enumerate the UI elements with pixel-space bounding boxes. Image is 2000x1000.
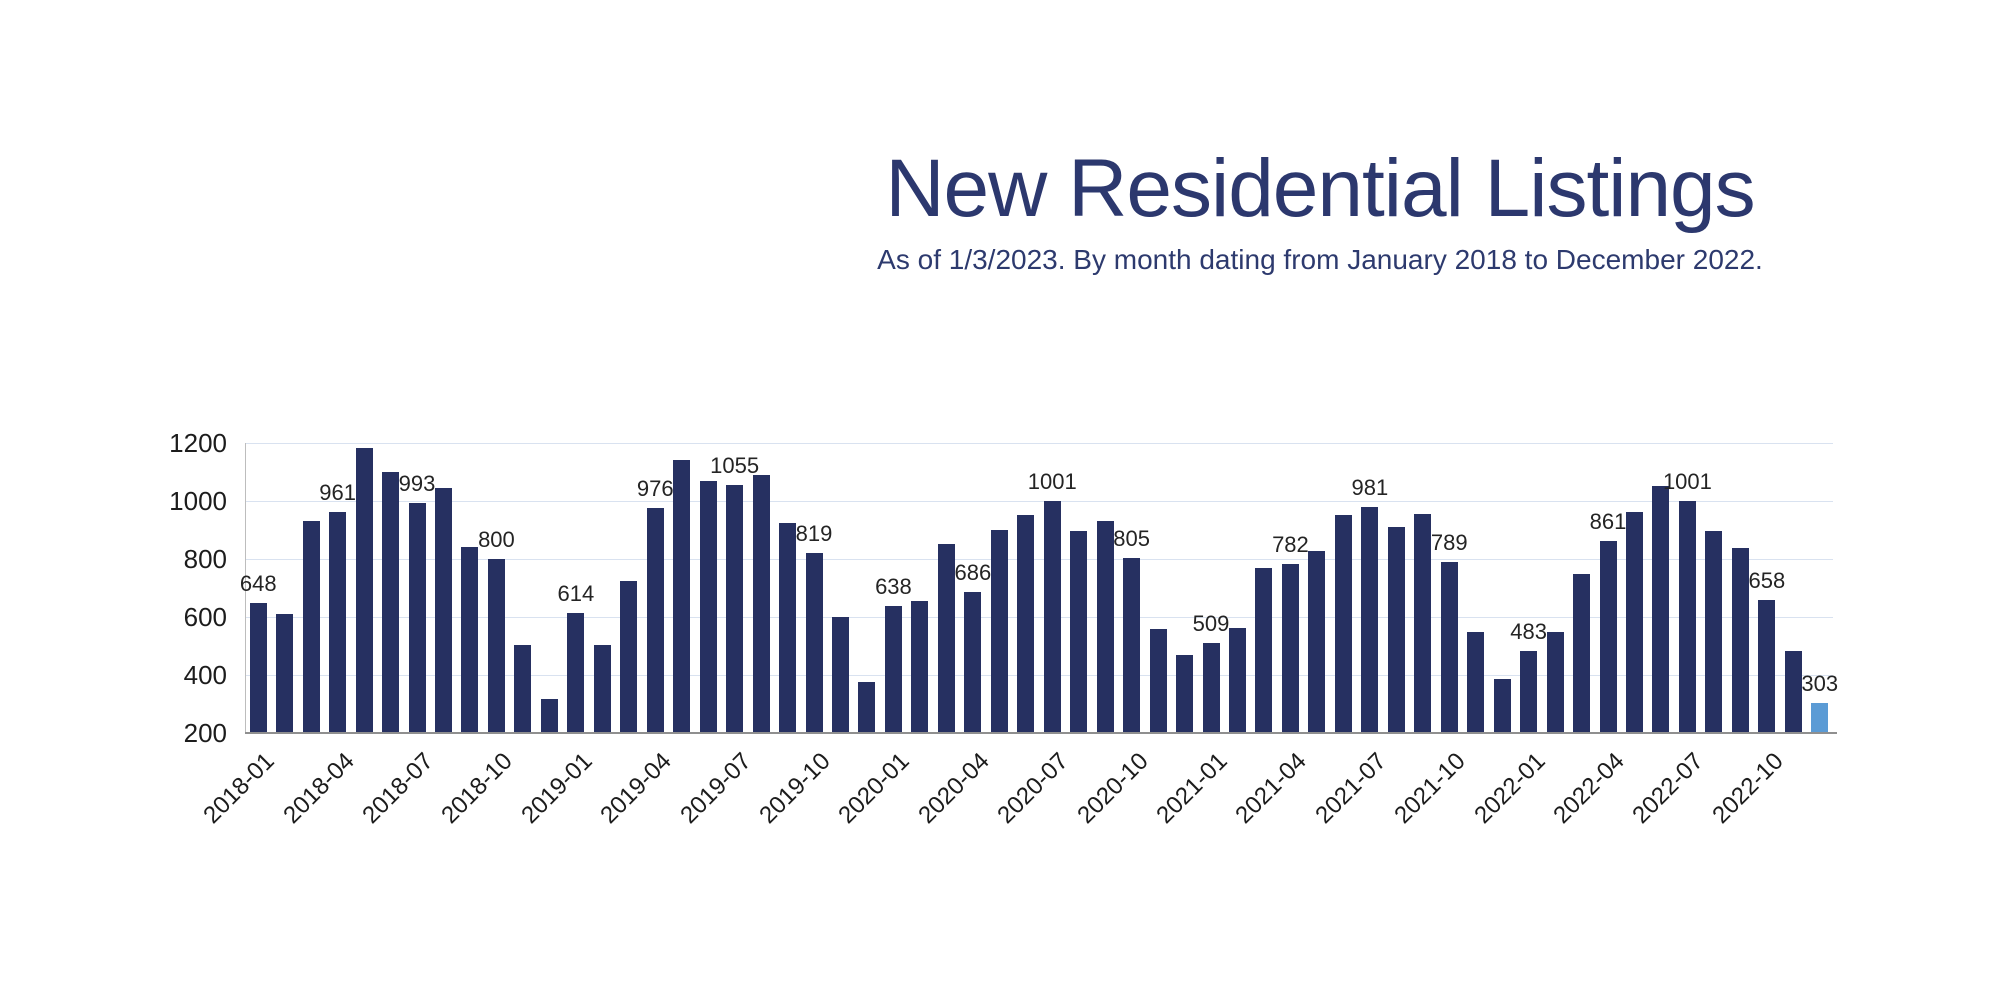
bar-2020-04: [964, 592, 982, 732]
bar-value-label-2022-01: 483: [1510, 618, 1547, 644]
bar-2019-08: [752, 475, 770, 732]
bar-2021-05: [1308, 550, 1326, 732]
bar-value-label-2022-04: 861: [1589, 509, 1627, 535]
bar-2022-03: [1573, 574, 1591, 732]
bar-2020-10: [1123, 557, 1141, 732]
bar-value-label-2021-01: 509: [1192, 611, 1230, 637]
bar-2022-09: [1731, 547, 1749, 732]
bar-2022-07: [1678, 500, 1696, 732]
y-axis-tick-label: 800: [183, 544, 227, 574]
chart-subtitle: As of 1/3/2023. By month dating from Jan…: [877, 244, 1763, 275]
y-axis-tick-label: 400: [183, 660, 227, 690]
bar-2019-11: [832, 617, 849, 732]
bar-value-label-2022-10: 658: [1748, 568, 1786, 594]
bar-2019-03: [620, 581, 638, 732]
bar-2019-12: [858, 681, 876, 732]
bar-2018-09: [461, 547, 479, 732]
bar-value-label-2019-01: 614: [557, 580, 595, 606]
bar-2021-06: [1334, 514, 1352, 732]
bar-2020-03: [937, 544, 955, 732]
bar-2021-04: [1281, 564, 1299, 732]
bar-2019-10: [805, 553, 823, 732]
bar-2020-08: [1070, 530, 1088, 732]
bar-2021-11: [1467, 632, 1485, 732]
bar-2021-08: [1387, 527, 1405, 732]
bar-value-label-2021-07: 981: [1351, 474, 1389, 500]
bar-2022-12: [1811, 703, 1829, 732]
bar-value-label-2019-10: 819: [795, 521, 833, 547]
bar-2020-01: [884, 605, 902, 732]
bar-2020-05: [990, 530, 1008, 732]
bar-2018-02: [276, 613, 294, 732]
bar-2018-04: [329, 512, 347, 732]
bar-value-label-2022-07: 1001: [1662, 468, 1712, 494]
bar-2018-08: [435, 488, 452, 732]
gridline-y-600: [245, 617, 1833, 618]
bar-2022-04: [1599, 541, 1617, 732]
bar-2022-10: [1758, 600, 1776, 732]
bar-2018-05: [355, 447, 373, 732]
bar-value-label-2021-10: 789: [1430, 530, 1468, 556]
bar-value-label-2019-04: 976: [636, 475, 674, 501]
bar-value-label-2018-10: 800: [478, 527, 515, 552]
bar-2020-02: [911, 601, 929, 732]
bar-2022-05: [1626, 511, 1643, 732]
bar-value-label-2018-01: 648: [239, 571, 277, 597]
chart-header: New Residential Listings As of 1/3/2023.…: [620, 148, 2000, 276]
bar-2019-09: [779, 522, 797, 732]
bar-2022-02: [1546, 631, 1564, 732]
bar-2022-01: [1520, 650, 1538, 732]
gridline-y-400: [245, 675, 1833, 676]
bar-2018-06: [382, 471, 400, 732]
bar-2021-09: [1414, 514, 1432, 732]
bar-2019-07: [726, 485, 744, 732]
bar-2022-11: [1784, 651, 1802, 732]
bar-2021-01: [1202, 643, 1220, 732]
bar-2019-02: [593, 644, 611, 732]
bar-2018-11: [514, 644, 532, 732]
bar-value-label-2022-12: 303: [1801, 671, 1839, 697]
x-axis-line: [245, 732, 1837, 734]
bar-2019-01: [567, 612, 585, 732]
bar-2018-03: [302, 521, 320, 732]
bar-2019-04: [646, 507, 664, 732]
bar-2018-01: [249, 603, 267, 732]
bar-2021-12: [1493, 679, 1511, 732]
y-axis-tick-label: 600: [183, 602, 227, 632]
bar-2018-07: [408, 503, 426, 732]
bar-2022-06: [1652, 485, 1670, 732]
bar-value-label-2020-04: 686: [954, 560, 992, 586]
bar-2020-06: [1017, 514, 1035, 732]
bar-2020-09: [1096, 520, 1114, 732]
bar-value-label-2020-10: 805: [1113, 525, 1150, 551]
bar-2021-03: [1255, 567, 1273, 732]
bar-2021-07: [1361, 506, 1379, 732]
bar-2019-06: [699, 480, 717, 732]
bar-2020-11: [1149, 628, 1167, 732]
bar-2019-05: [673, 460, 691, 732]
bar-2021-02: [1229, 627, 1246, 732]
bar-2018-12: [540, 698, 558, 732]
bar-value-label-2018-07: 993: [398, 471, 436, 497]
gridline-y-1000: [245, 501, 1833, 502]
bar-2022-08: [1705, 531, 1723, 732]
chart-title: New Residential Listings: [885, 143, 1755, 234]
y-axis-tick-label: 1200: [169, 428, 227, 458]
bar-value-label-2019-07: 1055: [710, 453, 760, 479]
y-axis-tick-label: 1000: [169, 486, 227, 516]
bar-2020-12: [1176, 655, 1194, 732]
bar-value-label-2018-04: 961: [319, 480, 356, 506]
bar-value-label-2021-04: 782: [1272, 532, 1309, 558]
bar-2018-10: [487, 559, 505, 732]
bar-2021-10: [1440, 562, 1458, 732]
gridline-y-800: [245, 559, 1833, 560]
y-axis-line: [245, 443, 246, 733]
bar-2020-07: [1043, 500, 1061, 732]
bar-value-label-2020-07: 1001: [1027, 468, 1077, 494]
y-axis-tick-label: 200: [183, 718, 227, 748]
gridline-y-1200: [245, 443, 1833, 444]
bar-value-label-2020-01: 638: [875, 573, 912, 599]
